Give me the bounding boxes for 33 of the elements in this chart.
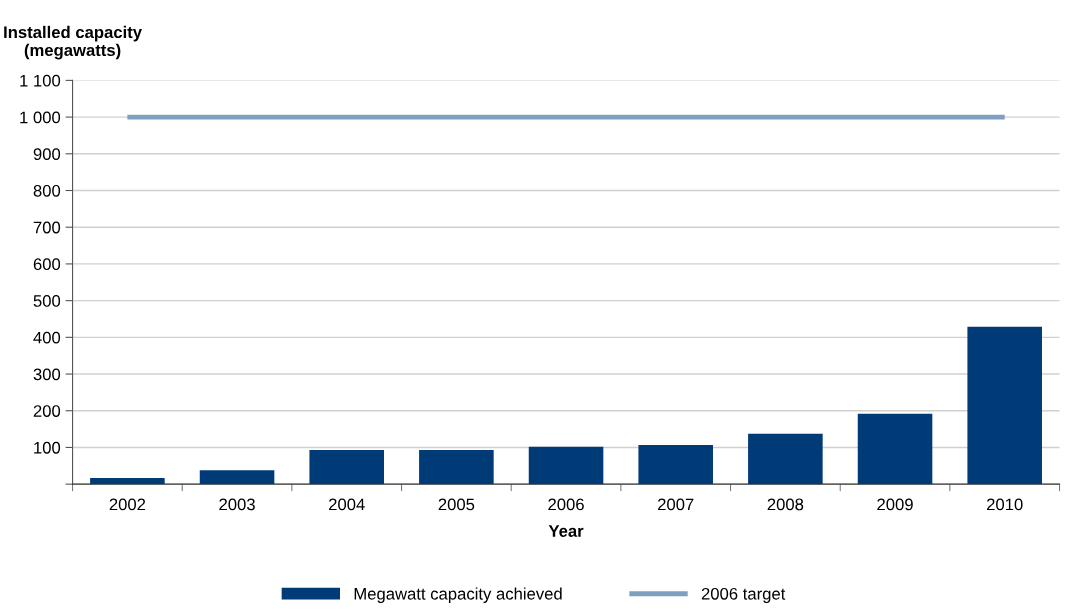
x-tick-label: 2008 — [767, 498, 804, 511]
x-tick-label: 2005 — [438, 498, 475, 511]
y-tick-label: 800 — [33, 184, 61, 197]
bar — [857, 413, 933, 485]
x-tick-label: 2004 — [329, 498, 365, 511]
bar — [419, 450, 494, 485]
y-tick-label: 500 — [33, 295, 61, 307]
x-tick-label: 2010 — [987, 498, 1023, 511]
y-tick-label: 1 100 — [20, 74, 61, 87]
x-tick-label: 2007 — [658, 498, 694, 511]
x-tick-label: 2009 — [877, 498, 913, 511]
y-tick-label: 300 — [33, 368, 61, 381]
y-tick-label: 900 — [33, 148, 61, 160]
bar — [528, 446, 604, 485]
x-tick-label: 2003 — [219, 498, 255, 511]
y-tick-label: 400 — [33, 331, 61, 344]
bar — [90, 477, 165, 485]
x-axis-title: Year — [548, 525, 584, 537]
bar — [748, 433, 823, 485]
y-tick-label: 100 — [34, 441, 61, 454]
y-tick-label: 1 000 — [20, 111, 61, 124]
bar — [638, 444, 713, 485]
bar — [199, 470, 275, 485]
y-axis-title: Installed capacity (megawatts) — [4, 25, 142, 60]
bar — [309, 450, 384, 485]
legend-label: 2006 target — [701, 587, 786, 603]
y-tick-label: 700 — [33, 221, 61, 234]
legend-label: Megawatt capacity achieved — [354, 587, 562, 603]
bar — [967, 326, 1042, 485]
y-tick-label: 200 — [33, 405, 61, 417]
x-tick-label: 2006 — [548, 498, 584, 511]
x-tick-label: 2002 — [109, 498, 146, 511]
y-tick-label: 600 — [33, 258, 61, 271]
